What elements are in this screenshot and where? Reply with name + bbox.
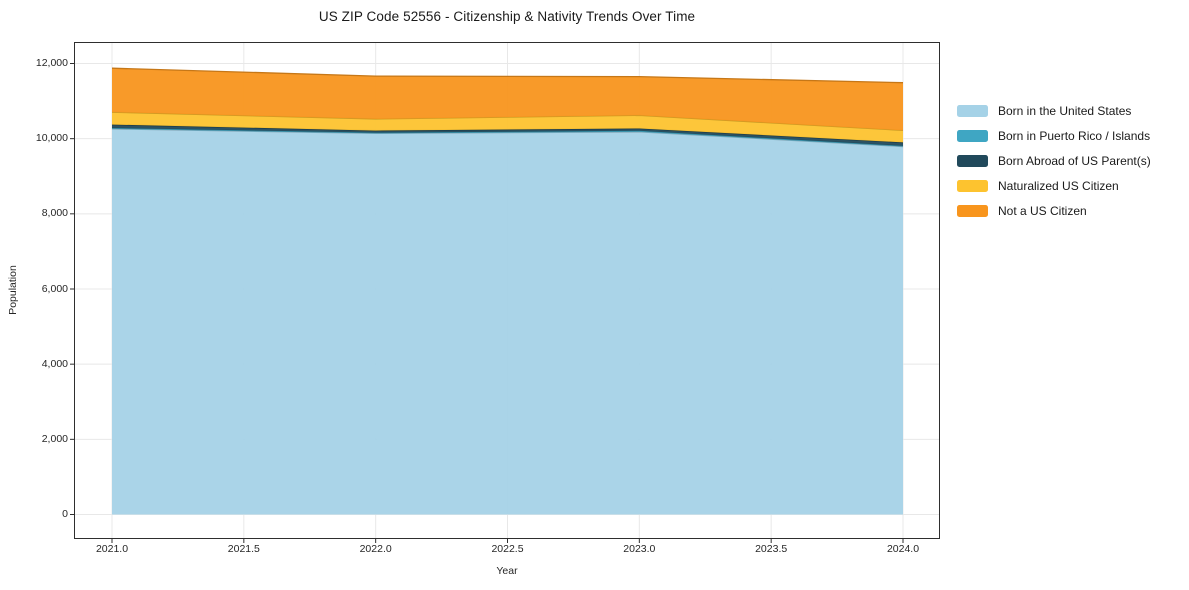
y-tick-label: 2,000 <box>41 432 68 445</box>
x-tick-label: 2023.0 <box>623 543 656 555</box>
legend-item-label: Naturalized US Citizen <box>998 179 1119 193</box>
legend-item-4: Not a US Citizen <box>957 204 1151 218</box>
plot-area <box>70 42 940 543</box>
y-tick-label: 4,000 <box>41 357 68 370</box>
x-tick-label: 2021.0 <box>95 543 129 555</box>
legend-item-label: Born Abroad of US Parent(s) <box>998 154 1151 168</box>
legend-swatch-icon <box>957 205 988 217</box>
legend-swatch-icon <box>957 155 988 167</box>
x-tick-label: 2021.5 <box>227 543 260 555</box>
legend-item-label: Born in the United States <box>998 104 1132 118</box>
legend-item-0: Born in the United States <box>957 104 1151 118</box>
legend: Born in the United States Born in Puerto … <box>957 104 1151 218</box>
area-series-4-edge <box>111 67 904 84</box>
y-tick-label: 8,000 <box>41 207 68 220</box>
y-tick-label: 6,000 <box>41 282 68 295</box>
y-tick-label: 10,000 <box>35 132 68 145</box>
legend-swatch-icon <box>957 180 988 192</box>
x-tick-label: 2022.5 <box>491 543 524 555</box>
area-series-0 <box>112 128 903 515</box>
x-tick-label: 2024.0 <box>886 543 920 555</box>
legend-item-2: Born Abroad of US Parent(s) <box>957 154 1151 168</box>
legend-swatch-icon <box>957 130 988 142</box>
stacked-area-chart <box>70 43 939 543</box>
x-tick-label: 2023.5 <box>755 543 788 555</box>
area-series-4 <box>112 68 903 131</box>
x-axis-label: Year <box>496 565 518 577</box>
legend-item-label: Not a US Citizen <box>998 204 1087 218</box>
x-tick-label: 2022.0 <box>359 543 392 555</box>
area-series-2 <box>112 124 903 146</box>
legend-item-label: Born in Puerto Rico / Islands <box>998 129 1151 143</box>
legend-item-1: Born in Puerto Rico / Islands <box>957 129 1151 143</box>
legend-swatch-icon <box>957 105 988 117</box>
legend-item-3: Naturalized US Citizen <box>957 179 1151 193</box>
y-tick-label: 12,000 <box>35 57 68 69</box>
chart-title: US ZIP Code 52556 - Citizenship & Nativi… <box>318 9 696 24</box>
y-tick-label: 0 <box>62 508 68 520</box>
